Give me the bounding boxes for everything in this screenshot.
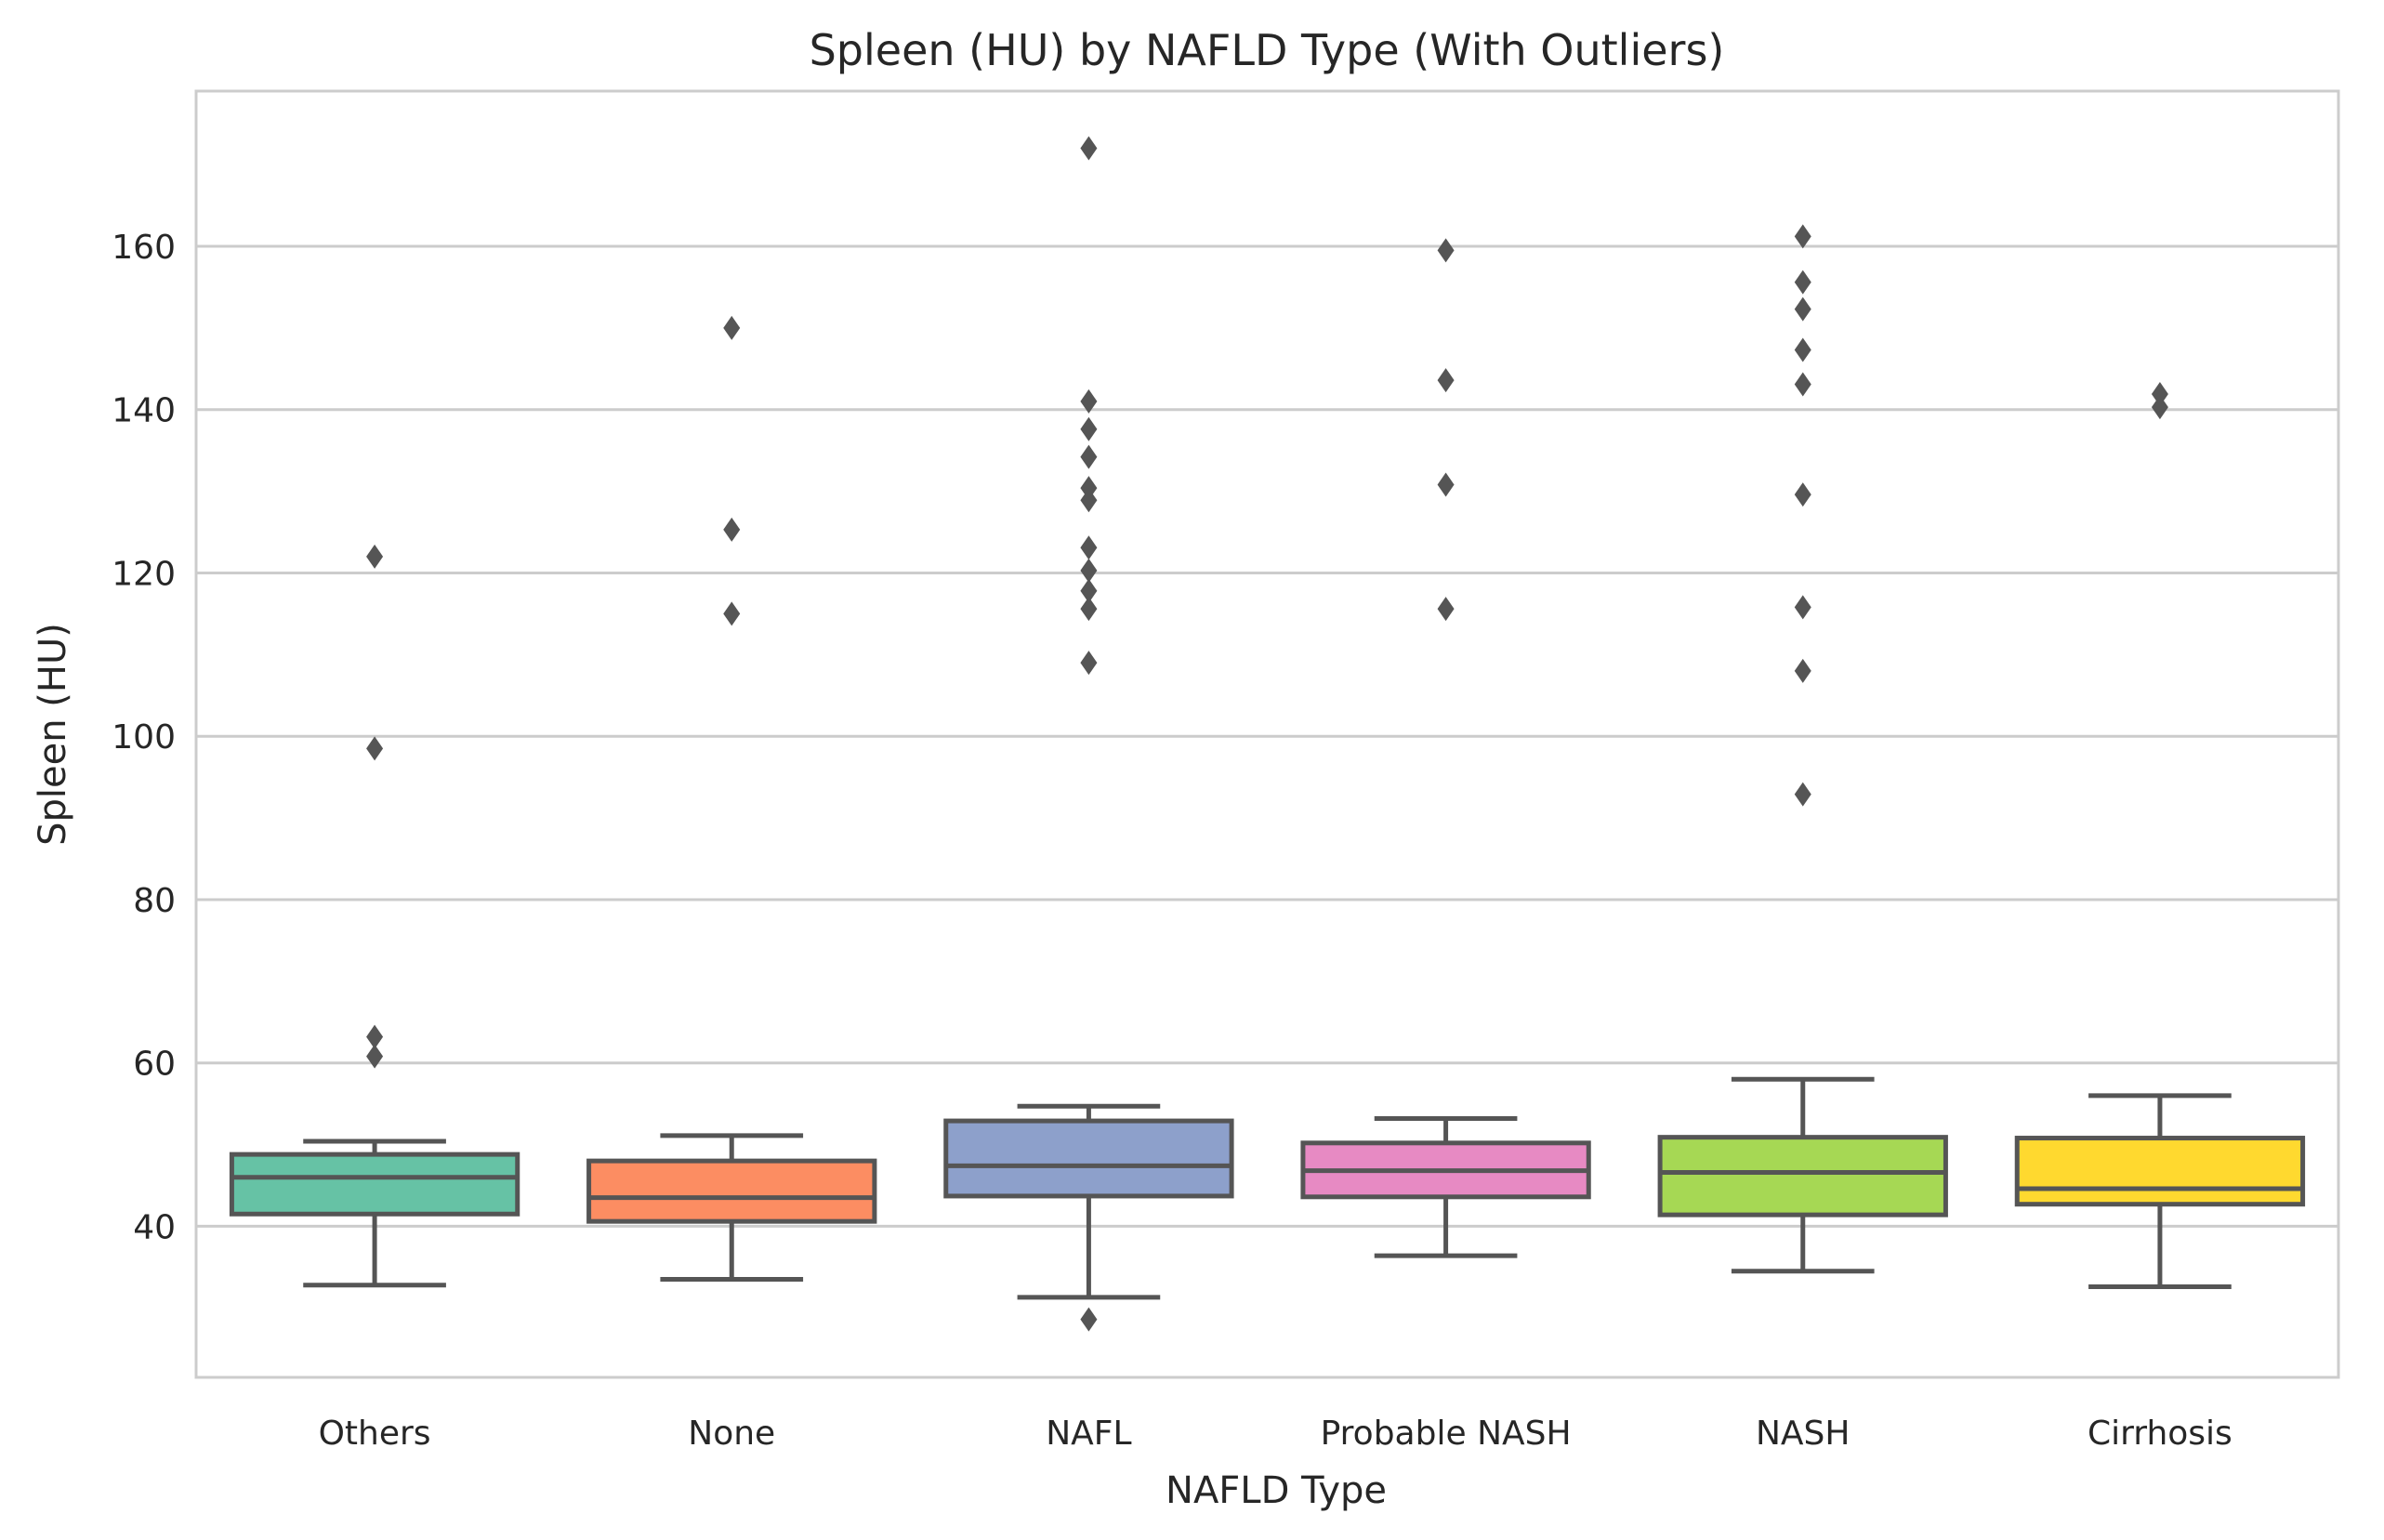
outlier-point (723, 601, 741, 626)
outlier-point (1080, 416, 1098, 441)
outlier-point (1794, 782, 1811, 807)
outlier-point (1080, 488, 1098, 513)
box-group-cirrhosis (2014, 382, 2306, 1289)
outlier-point (1437, 238, 1455, 263)
outlier-point (366, 1044, 384, 1069)
box-group-others (229, 544, 520, 1288)
outlier-point (366, 736, 384, 761)
outlier-point (1794, 658, 1811, 683)
y-tick-label: 100 (112, 718, 176, 757)
outlier-point (1080, 597, 1098, 622)
chart-title: Spleen (HU) by NAFLD Type (With Outliers… (810, 25, 1725, 75)
outlier-point (1080, 558, 1098, 583)
iqr-box (1657, 1135, 1948, 1218)
y-gridlines (196, 244, 2338, 1228)
outlier-point (1080, 651, 1098, 676)
x-tick-label: Probable NASH (1321, 1415, 1572, 1453)
box-group-nafl (943, 136, 1234, 1332)
x-axis-label: NAFLD Type (1166, 1469, 1387, 1512)
x-tick-label: Cirrhosis (2088, 1415, 2233, 1453)
y-tick-label: 60 (133, 1046, 176, 1084)
box-group-probable-nash (1300, 238, 1591, 1258)
box-group-none (586, 315, 877, 1283)
iqr-box (943, 1118, 1234, 1199)
iqr-box (586, 1158, 877, 1224)
outlier-point (1794, 482, 1811, 507)
outlier-point (1080, 444, 1098, 469)
y-tick-label: 140 (112, 392, 176, 430)
box-group-nash (1657, 224, 1948, 1274)
outlier-point (1080, 1307, 1098, 1332)
outlier-point (1794, 595, 1811, 620)
x-tick-label: None (688, 1415, 775, 1453)
outlier-point (1437, 368, 1455, 393)
outlier-point (1080, 535, 1098, 560)
outlier-point (723, 315, 741, 340)
outlier-point (366, 544, 384, 569)
iqr-box (229, 1152, 520, 1217)
y-tick-label: 160 (112, 229, 176, 267)
outlier-point (1437, 472, 1455, 497)
iqr-box (2014, 1136, 2306, 1207)
y-tick-label: 120 (112, 555, 176, 593)
outlier-point (2151, 382, 2168, 407)
y-tick-label: 40 (133, 1208, 176, 1246)
outlier-point (1794, 296, 1811, 322)
x-tick-label: Others (319, 1415, 431, 1453)
outlier-point (1080, 136, 1098, 161)
x-tick-label: NASH (1756, 1415, 1850, 1453)
y-tick-label: 80 (133, 882, 176, 920)
outlier-point (2151, 395, 2168, 420)
outlier-point (1080, 578, 1098, 603)
y-axis-label: Spleen (HU) (32, 623, 74, 846)
x-tick-label: NAFL (1046, 1415, 1131, 1453)
outlier-point (1794, 224, 1811, 249)
box-series (229, 136, 2306, 1332)
plot-frame (194, 89, 2340, 1379)
x-tick-labels: Others None NAFL Probable NASH NASH Cirrhosis (319, 1415, 2233, 1453)
outlier-point (1080, 388, 1098, 414)
y-tick-labels: 40 60 80 100 120 140 160 (112, 229, 176, 1246)
outlier-point (1794, 337, 1811, 362)
outlier-point (1794, 270, 1811, 295)
outlier-point (723, 517, 741, 542)
outlier-point (1794, 372, 1811, 397)
outlier-point (1080, 476, 1098, 501)
outlier-point (366, 1024, 384, 1049)
outlier-point (1437, 597, 1455, 622)
